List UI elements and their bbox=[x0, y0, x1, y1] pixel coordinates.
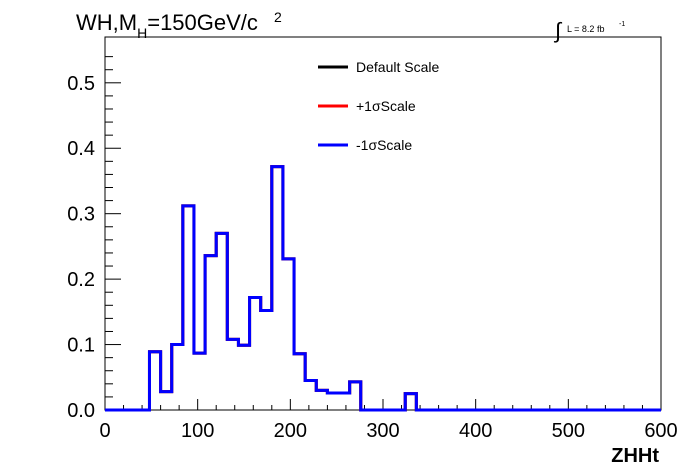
y-tick-label: 0.3 bbox=[67, 204, 95, 226]
series-layer bbox=[105, 165, 661, 412]
title-main: WH,M bbox=[76, 10, 137, 35]
series-line-plus bbox=[105, 165, 661, 412]
legend: Default Scale +1σScale -1σScale bbox=[318, 59, 439, 153]
legend-label-plus: +1σScale bbox=[356, 98, 416, 114]
x-tick-label: 400 bbox=[459, 420, 492, 442]
x-tick-label: 600 bbox=[644, 420, 677, 442]
y-tick-label: 0.2 bbox=[67, 269, 95, 291]
y-tick-label: 0.0 bbox=[67, 400, 95, 422]
y-tick-label: 0.5 bbox=[67, 73, 95, 95]
integral-symbol: ∫ bbox=[553, 18, 563, 43]
x-tick-label: 100 bbox=[181, 420, 214, 442]
axis-tick-labels: 0 100 200 300 400 500 600 0.0 0.1 0.2 0.3 0.4 0.5 bbox=[67, 73, 678, 442]
title-superscript: 2 bbox=[274, 9, 282, 25]
x-tick-label: 0 bbox=[99, 420, 110, 442]
y-tick-label: 0.4 bbox=[67, 138, 95, 160]
lumi-label: L = 8.2 fb bbox=[567, 24, 604, 34]
x-tick-label: 300 bbox=[366, 420, 399, 442]
title-subscript: H bbox=[137, 25, 147, 41]
title-rest: =150GeV/c bbox=[147, 10, 258, 35]
series-line-minus bbox=[105, 165, 661, 412]
x-axis-title: ZHHt bbox=[611, 445, 659, 467]
legend-label-default: Default Scale bbox=[356, 59, 439, 75]
lumi-superscript: -1 bbox=[619, 21, 625, 28]
x-tick-label: 200 bbox=[274, 420, 307, 442]
axis-ticks bbox=[104, 56, 662, 411]
plot-frame bbox=[104, 36, 662, 411]
legend-label-minus: -1σScale bbox=[356, 137, 412, 153]
series-line-default bbox=[105, 165, 661, 412]
x-tick-label: 500 bbox=[552, 420, 585, 442]
y-tick-label: 0.1 bbox=[67, 335, 95, 357]
chart-title: WH,MH=150GeV/c bbox=[76, 10, 258, 41]
